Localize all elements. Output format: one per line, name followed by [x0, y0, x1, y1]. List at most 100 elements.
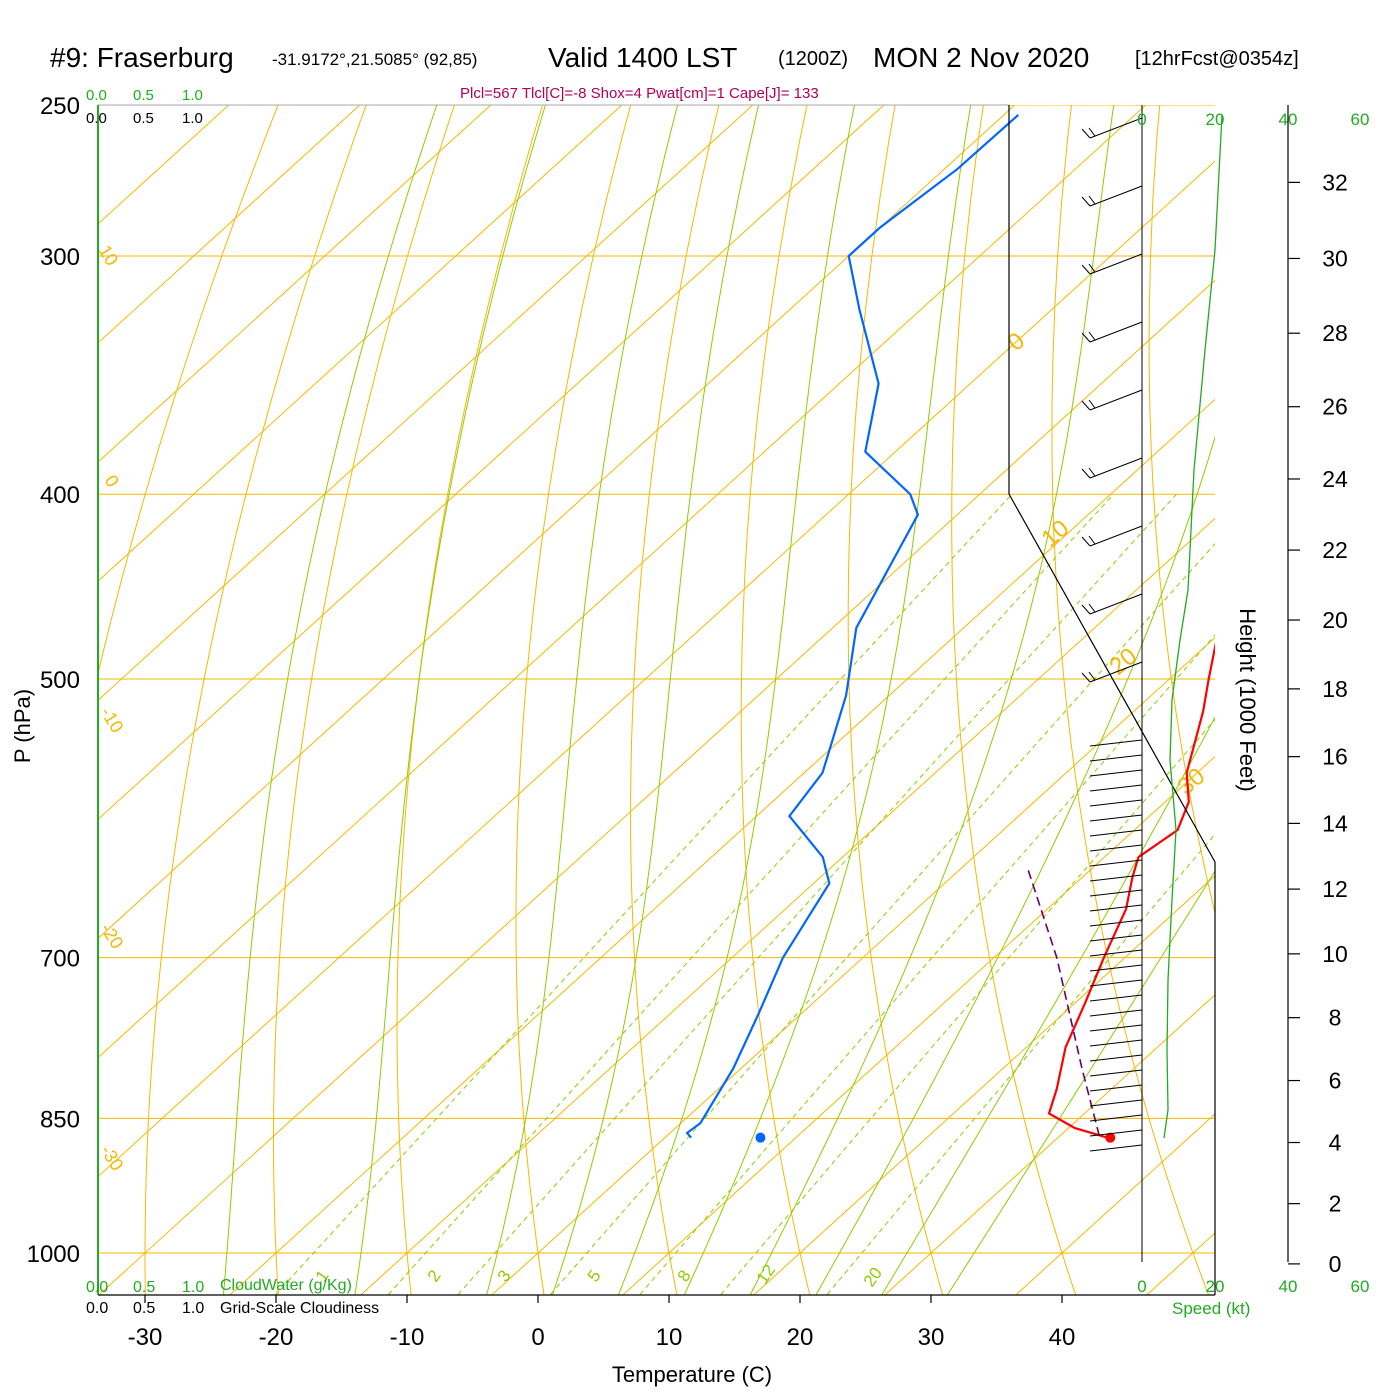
isotherm-line: [622, 755, 1215, 1295]
wind-barb: [1089, 874, 1143, 882]
isotherm-line: [98, 105, 492, 463]
wind-barb: [1089, 1114, 1143, 1122]
wind-barb: [1089, 964, 1143, 972]
cloudiness-tick: 0.0: [86, 1300, 108, 1317]
pressure-tick-label: 1000: [27, 1241, 80, 1268]
wind-barb-flag: [1081, 264, 1091, 275]
pressure-tick-label: 300: [40, 244, 80, 271]
dry-adiabat-line: [515, 105, 632, 1295]
cloudwater-tick: 0.0: [86, 87, 107, 104]
mixing-ratio-line: [638, 634, 1215, 1295]
wind-barb: [1089, 1009, 1143, 1017]
dry-adiabat-line: [144, 105, 367, 1295]
moist-adiabat-line: [486, 105, 679, 1295]
wind-barb: [1089, 889, 1143, 897]
wind-barb-flag: [1081, 196, 1091, 207]
pressure-tick-label: 400: [40, 482, 80, 509]
cloudiness-tick: 0.5: [133, 110, 154, 127]
wind-speed-profile-line: [1163, 114, 1223, 1139]
speed-tick: 0: [1137, 110, 1146, 129]
speed-axis-title: Speed (kt): [1172, 1299, 1250, 1318]
dewpoint-profile-line: [685, 114, 1020, 1139]
isotherm-line: [98, 105, 361, 344]
surface-dewpoint-marker: [755, 1132, 766, 1143]
wind-barb-flag: [1081, 468, 1091, 479]
wind-barb-flag: [1088, 399, 1096, 409]
dry-adiabat-line: [396, 105, 544, 1295]
wind-barb: [1089, 814, 1143, 822]
wind-barb: [1089, 934, 1143, 942]
wind-barb: [1089, 1024, 1143, 1032]
dry-adiabat-line: [273, 105, 455, 1295]
temperature-tick-label: 0: [531, 1324, 544, 1351]
moist-adiabat-line: [946, 870, 1215, 1295]
cloudwater-scale-bottom: 0.0 0.5 1.0 CloudWater (g/Kg) 0.0 0.5 1.…: [86, 1277, 379, 1317]
wind-barb: [1089, 117, 1143, 139]
isotherm-line: [98, 105, 1147, 1059]
isotherm-line: [98, 105, 885, 821]
speed-tick: 40: [1279, 1277, 1298, 1296]
wind-barb: [1089, 754, 1143, 762]
valid-time: Valid 1400 LST: [548, 42, 737, 73]
mixing-ratio-line: [719, 718, 1215, 1295]
wind-barb: [1089, 1129, 1143, 1137]
wind-barb: [1089, 949, 1143, 957]
wind-barb-flag: [1081, 604, 1091, 615]
mixing-ratio-line: [387, 493, 1114, 1295]
speed-tick: 60: [1351, 110, 1370, 129]
parcel-path-line: [1027, 870, 1101, 1136]
height-tick-label: 4: [1329, 1130, 1342, 1156]
isotherm-line: [753, 875, 1215, 1295]
station-coords: -31.9172°,21.5085° (92,85): [272, 50, 477, 69]
isotherm-line: [98, 279, 1215, 1295]
temperature-axis-title: Temperature (C): [612, 1362, 772, 1387]
cloudiness-title: Grid-Scale Cloudiness: [220, 1300, 379, 1317]
wind-barb: [1089, 859, 1143, 867]
pressure-tick-label: 250: [40, 93, 80, 120]
wind-barb-flag: [1081, 672, 1091, 683]
moist-adiabat-line: [354, 105, 546, 1295]
temperature-profile-line: [1047, 641, 1215, 1139]
temperature-tick-label: 20: [787, 1324, 814, 1351]
wind-barb-flag: [1088, 331, 1096, 341]
height-tick-label: 12: [1322, 876, 1348, 902]
wind-barb: [1089, 1099, 1143, 1107]
mixing-ratio-lines: [274, 493, 1215, 1295]
wind-barb-flag: [1088, 467, 1096, 477]
wind-barb-flag: [1088, 671, 1096, 681]
wind-barb-flag: [1088, 535, 1096, 545]
moist-adiabat-line: [881, 716, 1215, 1295]
moist-adiabat-line: [551, 105, 760, 1295]
pressure-tick-label: 850: [40, 1106, 80, 1133]
moist-adiabats: [222, 105, 1215, 1295]
speed-tick: 0: [1137, 1277, 1146, 1296]
dry-adiabat-line: [98, 105, 279, 676]
wind-barb-flag: [1081, 400, 1091, 411]
wind-barb: [1089, 784, 1143, 792]
pressure-axis: 250 300 400 500 700 850 1000: [27, 93, 80, 1268]
wind-barb: [1089, 904, 1143, 912]
pressure-tick-label: 500: [40, 667, 80, 694]
height-tick-label: 28: [1322, 320, 1348, 346]
dry-adiabat-line: [951, 105, 1077, 1295]
wind-barb: [1089, 661, 1143, 683]
surface-temperature-marker: [1105, 1132, 1116, 1143]
temperature-tick-label: 10: [656, 1324, 683, 1351]
isotherm-line: [884, 994, 1215, 1295]
height-tick-label: 8: [1329, 1005, 1342, 1031]
wind-barb-flag: [1088, 127, 1096, 137]
temperature-tick-label: 30: [918, 1324, 945, 1351]
dry-adiabat-line: [740, 105, 811, 1295]
mixing-ratio-line: [457, 493, 1177, 1295]
temperature-tick-label: -20: [259, 1324, 294, 1351]
cloudiness-tick: 1.0: [182, 1300, 204, 1317]
wind-barb: [1089, 994, 1143, 1002]
sounding-indices: Plcl=567 Tlcl[C]=-8 Shox=4 Pwat[cm]=1 Ca…: [460, 85, 819, 102]
wind-barb: [1089, 739, 1143, 747]
wind-barb: [1089, 185, 1143, 207]
moist-adiabat-line: [617, 105, 856, 1295]
cloudwater-tick: 1.0: [182, 1279, 204, 1296]
valid-zulu: (1200Z): [778, 48, 848, 70]
height-tick-label: 0: [1329, 1251, 1342, 1277]
